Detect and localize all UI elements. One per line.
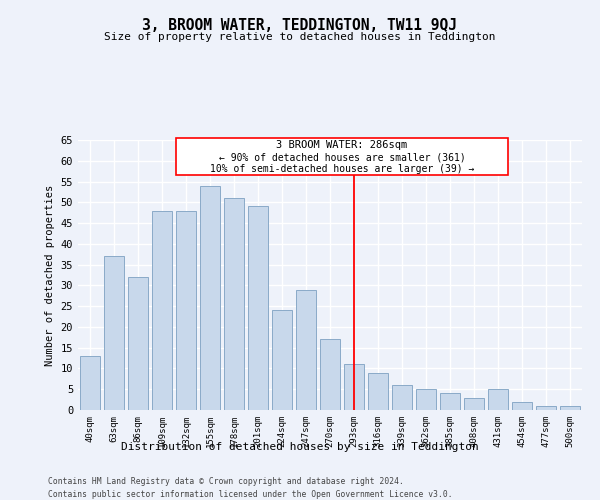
Text: Contains public sector information licensed under the Open Government Licence v3: Contains public sector information licen…: [48, 490, 452, 499]
Bar: [176, 210, 196, 410]
Text: Distribution of detached houses by size in Teddington: Distribution of detached houses by size …: [121, 442, 479, 452]
Bar: [416, 389, 436, 410]
Bar: [560, 406, 580, 410]
Bar: [272, 310, 292, 410]
Bar: [464, 398, 484, 410]
Bar: [80, 356, 100, 410]
Bar: [512, 402, 532, 410]
Bar: [152, 210, 172, 410]
Text: 3, BROOM WATER, TEDDINGTON, TW11 9QJ: 3, BROOM WATER, TEDDINGTON, TW11 9QJ: [143, 18, 458, 32]
Bar: [392, 385, 412, 410]
Y-axis label: Number of detached properties: Number of detached properties: [45, 184, 55, 366]
Bar: [104, 256, 124, 410]
Bar: [320, 340, 340, 410]
Bar: [200, 186, 220, 410]
Text: 3 BROOM WATER: 286sqm: 3 BROOM WATER: 286sqm: [277, 140, 407, 150]
Bar: [296, 290, 316, 410]
Bar: [344, 364, 364, 410]
FancyBboxPatch shape: [176, 138, 508, 175]
Text: Contains HM Land Registry data © Crown copyright and database right 2024.: Contains HM Land Registry data © Crown c…: [48, 478, 404, 486]
Bar: [224, 198, 244, 410]
Bar: [248, 206, 268, 410]
Text: ← 90% of detached houses are smaller (361): ← 90% of detached houses are smaller (36…: [218, 152, 466, 162]
Bar: [488, 389, 508, 410]
Bar: [440, 394, 460, 410]
Text: 10% of semi-detached houses are larger (39) →: 10% of semi-detached houses are larger (…: [210, 164, 474, 173]
Bar: [536, 406, 556, 410]
Bar: [368, 372, 388, 410]
Text: Size of property relative to detached houses in Teddington: Size of property relative to detached ho…: [104, 32, 496, 42]
Bar: [128, 277, 148, 410]
